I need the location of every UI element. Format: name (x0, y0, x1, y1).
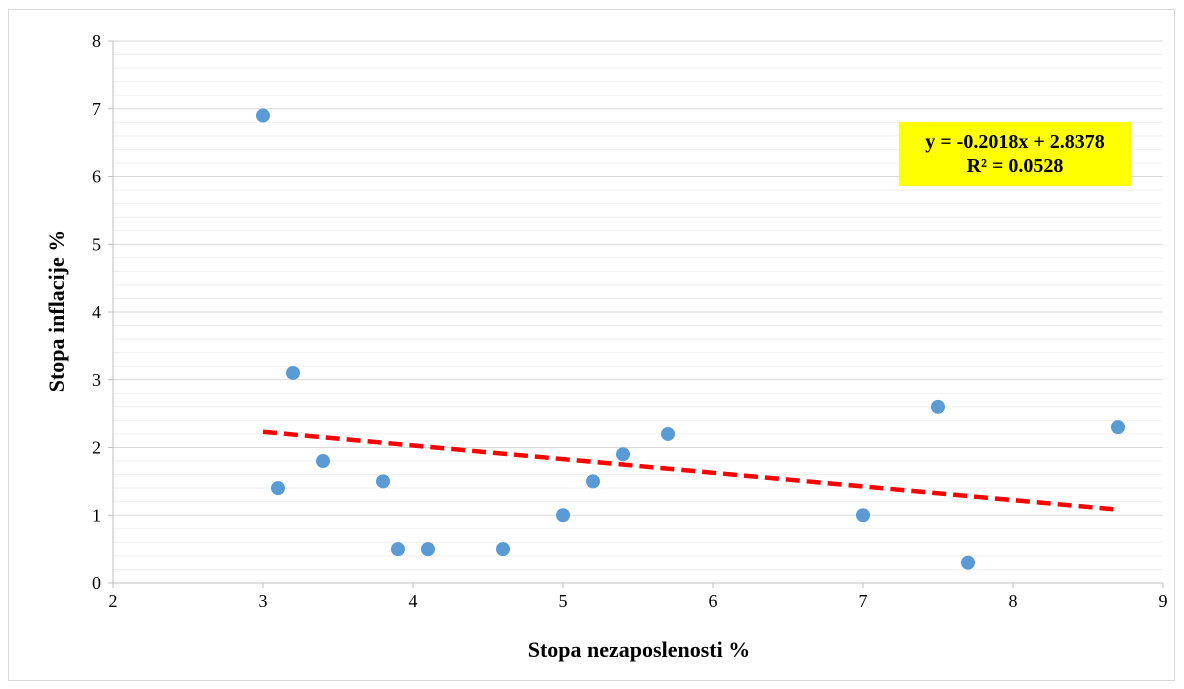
y-tick-label: 5 (92, 234, 101, 254)
trendline (263, 432, 1118, 510)
y-tick-label: 3 (92, 370, 101, 390)
scatter-point (421, 542, 435, 556)
y-axis-title: Stopa inflacije % (44, 230, 69, 393)
y-tick-label: 4 (92, 302, 101, 322)
scatter-point (271, 481, 285, 495)
trendline-layer (263, 432, 1118, 510)
scatter-point (556, 508, 570, 522)
scatter-point (661, 427, 675, 441)
scatter-point (856, 508, 870, 522)
scatter-point (391, 542, 405, 556)
gridlines (113, 41, 1163, 569)
x-tick-label: 5 (559, 591, 568, 611)
scatter-point (496, 542, 510, 556)
scatter-point (1111, 420, 1125, 434)
trendline-equation: y = -0.2018x + 2.8378 (925, 130, 1104, 154)
y-tick-label: 7 (92, 99, 101, 119)
scatter-point (586, 474, 600, 488)
scatter-point (961, 556, 975, 570)
y-tick-label: 6 (92, 167, 101, 187)
x-tick-label: 4 (409, 591, 418, 611)
y-tick-label: 0 (92, 573, 101, 593)
y-tick-label: 2 (92, 438, 101, 458)
x-tick-label: 2 (109, 591, 118, 611)
x-tick-label: 8 (1009, 591, 1018, 611)
scatter-point (316, 454, 330, 468)
scatter-point (931, 400, 945, 414)
scatter-point (616, 447, 630, 461)
tick-labels: 0 1 2 3 4 5 6 7 8 2 3 4 5 6 7 8 9 (92, 31, 1168, 611)
y-tick-label: 8 (92, 31, 101, 51)
x-tick-label: 6 (709, 591, 718, 611)
x-tick-label: 3 (259, 591, 268, 611)
y-tick-label: 1 (92, 505, 101, 525)
trendline-equation-box: y = -0.2018x + 2.8378 R² = 0.0528 (899, 122, 1131, 186)
scatter-point (256, 109, 270, 123)
trendline-r-squared: R² = 0.0528 (967, 154, 1064, 178)
x-tick-label: 9 (1159, 591, 1168, 611)
x-axis-title: Stopa nezaposlenosti % (528, 637, 750, 662)
scatter-point (376, 474, 390, 488)
scatter-point (286, 366, 300, 380)
x-tick-label: 7 (859, 591, 868, 611)
